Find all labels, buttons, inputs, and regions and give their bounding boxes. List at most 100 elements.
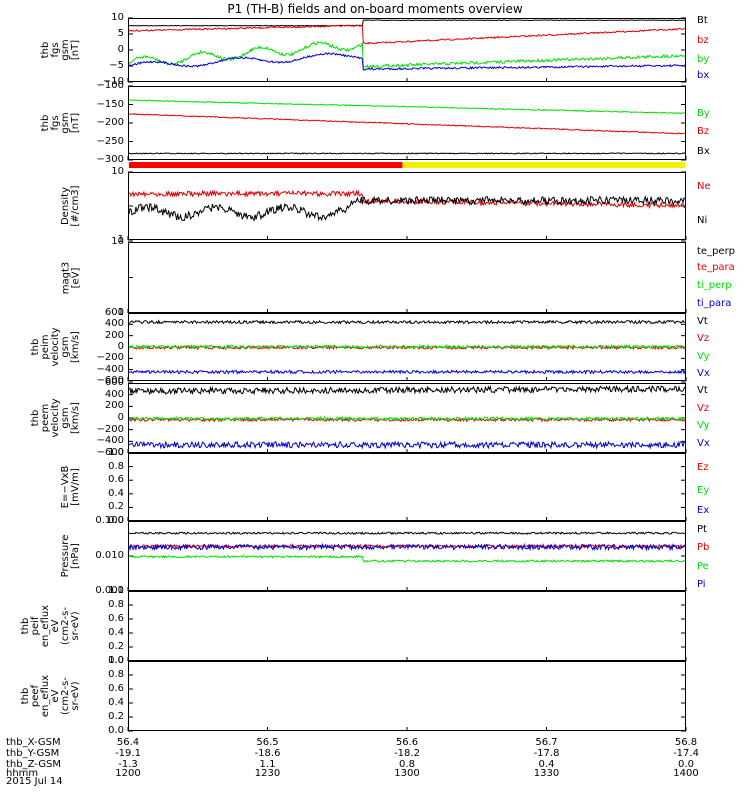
legend-Ez: Ez	[697, 462, 709, 473]
x-axis-value: 1400	[673, 768, 699, 779]
y-tick-label: 400	[104, 388, 124, 400]
legend-bx: bx	[697, 70, 710, 81]
Vy-trace	[128, 415, 686, 422]
Vz-trace	[128, 416, 686, 423]
y-tick-label: 0	[117, 44, 124, 55]
legend-Ex: Ex	[697, 505, 710, 516]
x-axis-row-label: thb_Y-GSM	[6, 748, 60, 759]
legend-Pi: Pi	[697, 579, 706, 590]
Vt-trace	[128, 384, 686, 396]
legend-Ne: Ne	[697, 181, 711, 192]
y-tick-label: 0.6	[108, 683, 124, 694]
y-tick-label: −600	[96, 447, 124, 458]
y-tick-label: −600	[96, 375, 124, 386]
legend-Pt: Pt	[697, 524, 707, 535]
x-axis-row-label: thb_Z-GSM	[6, 759, 61, 770]
x-axis-value: 56.4	[116, 737, 140, 748]
y-tick-label: 1	[117, 307, 124, 318]
legend-Pb: Pb	[697, 542, 710, 553]
y-tick-label: −10	[102, 76, 124, 87]
By-trace	[128, 99, 686, 115]
status-bar-yellow	[402, 162, 685, 168]
legend-bz: bz	[697, 35, 709, 46]
y-tick-label: 0.6	[108, 474, 124, 486]
legend-Ni: Ni	[697, 215, 708, 226]
y-tick-label: −200	[96, 117, 124, 128]
y-tick-label: 0.4	[108, 627, 124, 638]
y-tick-label: 0.6	[108, 613, 124, 624]
x-axis-value: 0.8	[399, 759, 415, 770]
legend-Vy: Vy	[697, 420, 710, 431]
x-axis-value: -18.2	[394, 748, 420, 759]
legend-Vz: Vz	[697, 333, 710, 344]
x-axis-value: -18.6	[254, 748, 281, 759]
y-tick-label: 0.2	[108, 501, 124, 513]
y-tick-label: 0.2	[108, 641, 124, 652]
x-axis-value: 56.5	[256, 737, 279, 748]
date-label: 2015 Jul 14	[6, 776, 63, 787]
y-tick-label: 0.0	[108, 725, 124, 736]
y-tick-label: 10	[111, 12, 124, 23]
legend-Ey: Ey	[697, 485, 710, 496]
x-axis-value: 1330	[533, 768, 560, 779]
x-axis-value: 56.8	[674, 737, 698, 748]
x-axis-value: 56.6	[395, 737, 419, 748]
y-tick-label: 0	[117, 412, 124, 423]
plot-title: P1 (TH-B) fields and on-board moments ov…	[227, 2, 523, 16]
y-tick-label: 0.100	[95, 515, 124, 526]
Ni-trace	[128, 195, 686, 222]
legend-ti_perp: ti_perp	[697, 280, 732, 291]
y-tick-label: −150	[96, 98, 124, 110]
x-axis-value: -19.1	[115, 748, 141, 759]
y-tick-label: 1.0	[108, 585, 124, 596]
y-tick-label: −400	[96, 363, 124, 375]
x-axis-value: 0.4	[538, 759, 555, 770]
legend-Vy: Vy	[697, 351, 710, 362]
legend-By: By	[697, 108, 710, 119]
x-axis-row-label: hhmm	[6, 768, 39, 779]
legend-Vt: Vt	[697, 316, 708, 327]
x-axis-value: 1300	[394, 768, 420, 779]
x-axis-value: -1.3	[118, 759, 138, 770]
legend-te_para: te_para	[697, 262, 735, 273]
legend-by: by	[697, 54, 710, 65]
y-tick-label: 400	[104, 318, 124, 330]
y-tick-label: −100	[96, 80, 124, 91]
x-axis-value: 56.7	[535, 737, 558, 748]
x-axis-value: 0.0	[678, 759, 694, 770]
y-tick-label: 0.8	[108, 669, 124, 680]
y-tick-label: 200	[104, 329, 124, 341]
status-bar-red	[129, 162, 403, 168]
Vx-trace	[128, 440, 686, 450]
y-tick-label: −200	[96, 352, 124, 364]
y-tick-label: 0.010	[95, 550, 124, 561]
y-tick-label: 0.0	[108, 655, 124, 666]
y-tick-label: 0.0	[108, 515, 124, 526]
x-axis-value: -17.8	[533, 748, 560, 759]
y-tick-label: 0.2	[108, 711, 124, 722]
x-axis-row-label: thb_X-GSM	[6, 737, 61, 748]
legend-Vx: Vx	[697, 438, 710, 449]
Pe-trace	[128, 554, 686, 563]
y-tick-label: 0.8	[108, 460, 124, 472]
x-axis-value: 1200	[115, 768, 141, 779]
y-tick-label: −5	[109, 60, 124, 71]
legend-Pe: Pe	[697, 561, 709, 572]
y-tick-label: 0.001	[95, 585, 124, 596]
Pi-trace	[128, 542, 686, 552]
x-axis-value: 1230	[254, 768, 281, 779]
x-axis-value: 1.1	[259, 759, 276, 770]
Bz-trace	[128, 113, 686, 135]
legend-Bt: Bt	[697, 15, 708, 26]
bz-trace	[128, 24, 686, 45]
y-tick-label: 10	[111, 236, 124, 247]
y-tick-label: −250	[96, 135, 124, 147]
Vy-trace	[128, 343, 686, 350]
y-tick-label: 200	[104, 400, 124, 412]
legend-Bx: Bx	[697, 146, 710, 157]
y-tick-label: 0	[117, 341, 124, 352]
legend-Vz: Vz	[697, 403, 710, 414]
Bt-trace	[128, 19, 685, 27]
